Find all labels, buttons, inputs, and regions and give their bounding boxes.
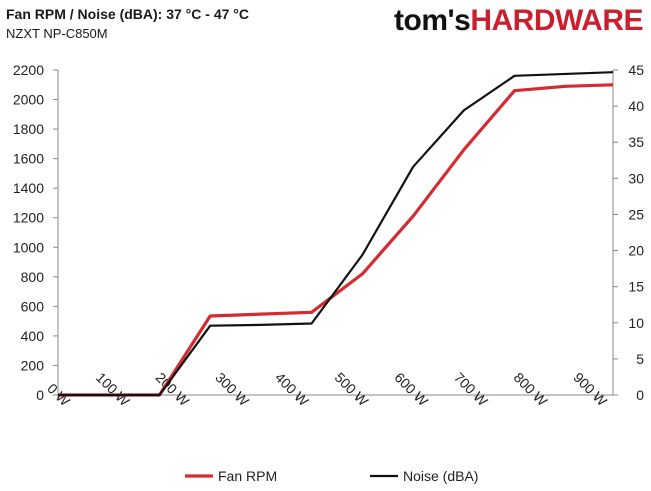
chart-subtitle: NZXT NP-C850M <box>6 26 108 41</box>
y-left-tick-label: 2200 <box>13 62 44 78</box>
brand-logo-part1: tom's <box>394 4 471 37</box>
y-right-tick-label: 40 <box>628 98 644 114</box>
y-right-tick-label: 15 <box>628 279 644 295</box>
y-right-tick-label: 10 <box>628 315 644 331</box>
y-left-tick-label: 2000 <box>13 92 44 108</box>
x-tick-label: 900 W <box>570 369 610 409</box>
brand-logo: tom'sHARDWARE <box>394 4 643 38</box>
y-left-tick-label: 600 <box>21 298 45 314</box>
y-right-tick-label: 0 <box>636 387 644 403</box>
y-left-tick-label: 0 <box>36 387 44 403</box>
y-right-tick-label: 25 <box>628 206 644 222</box>
x-tick-label: 500 W <box>332 369 372 409</box>
brand-logo-part2: HARDWARE <box>470 4 643 37</box>
legend-label: Fan RPM <box>218 468 277 484</box>
y-left-tick-label: 800 <box>21 269 45 285</box>
y-left-tick-label: 200 <box>21 357 45 373</box>
y-right-tick-label: 45 <box>628 62 644 78</box>
x-tick-label: 300 W <box>212 369 252 409</box>
y-left-tick-label: 1000 <box>13 239 44 255</box>
x-tick-label: 100 W <box>93 369 133 409</box>
series-line-fan-rpm <box>58 83 614 397</box>
y-right-tick-label: 35 <box>628 134 644 150</box>
y-right-tick-label: 5 <box>636 351 644 367</box>
x-tick-label: 600 W <box>391 369 431 409</box>
y-right-tick-label: 20 <box>628 243 644 259</box>
y-left-tick-label: 1600 <box>13 151 44 167</box>
y-left-tick-label: 400 <box>21 328 45 344</box>
y-left-tick-label: 1800 <box>13 121 44 137</box>
x-tick-label: 400 W <box>272 369 312 409</box>
y-right-tick-label: 30 <box>628 170 644 186</box>
x-tick-label: 800 W <box>511 369 551 409</box>
x-tick-label: 700 W <box>451 369 491 409</box>
series-line-noise <box>58 71 614 397</box>
legend-label: Noise (dBA) <box>403 468 478 484</box>
y-left-tick-label: 1200 <box>13 210 44 226</box>
chart-title: Fan RPM / Noise (dBA): 37 °C - 47 °C <box>6 6 250 22</box>
y-left-tick-label: 1400 <box>13 180 44 196</box>
